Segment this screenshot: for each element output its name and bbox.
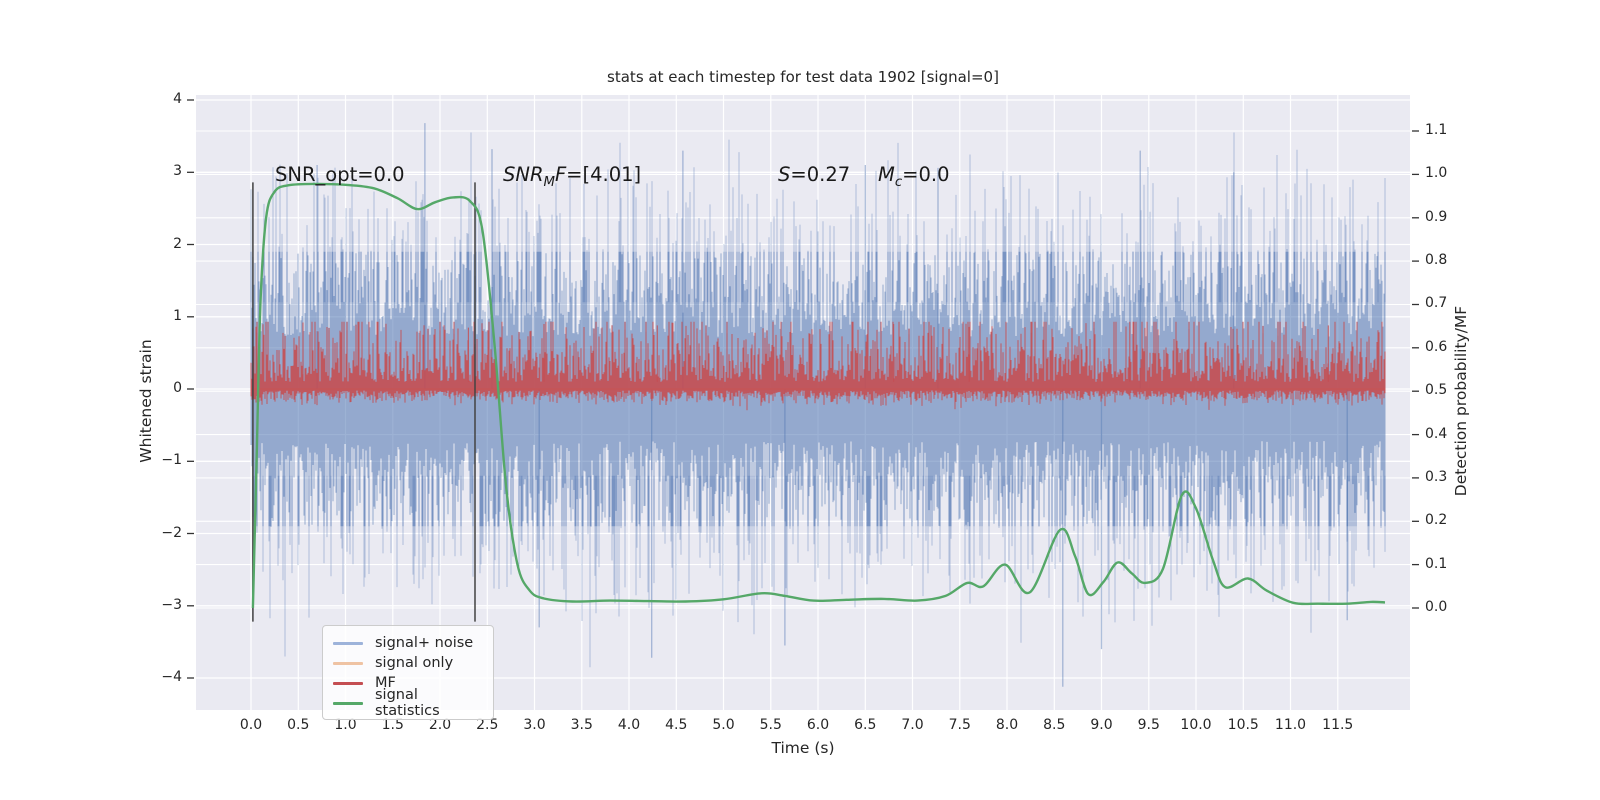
y-left-axis-label: Whitened strain <box>137 339 155 463</box>
y-right-tick-label: 0.4 <box>1425 425 1448 442</box>
signal-statistics-line <box>251 182 1386 609</box>
y-right-tick-label: 0.6 <box>1425 338 1448 355</box>
signal-noise-swatch <box>333 641 363 645</box>
legend: signal+ noise signal only MF signal stat… <box>322 625 494 720</box>
y-left-tick-label: −1 <box>161 452 182 469</box>
y-left-tick-label: −3 <box>161 596 182 613</box>
y-left-tick-label: 1 <box>173 307 182 324</box>
x-tick-label: 10.5 <box>1227 717 1259 733</box>
y-right-tick-label: 0.9 <box>1425 208 1448 225</box>
x-axis-label: Time (s) <box>771 739 835 757</box>
x-tick-label: 0.0 <box>239 717 263 733</box>
signal-statistics-swatch <box>333 701 363 705</box>
legend-item-mf: MF <box>333 673 483 693</box>
annotation-snr-opt: SNR_opt=0.0 <box>275 163 405 186</box>
x-tick-label: 3.5 <box>570 717 593 733</box>
x-tick-label: 5.5 <box>759 717 782 733</box>
x-tick-label: 4.0 <box>617 717 641 733</box>
legend-label: signal only <box>375 655 454 671</box>
y-right-tick-label: 0.0 <box>1425 599 1448 615</box>
x-tick-label: 2.0 <box>428 717 452 733</box>
x-tick-label: 10.0 <box>1180 717 1212 733</box>
mf-series <box>250 321 1386 411</box>
y-right-tick-label: 0.3 <box>1425 468 1448 485</box>
y-left-tick-label: −4 <box>161 669 182 685</box>
window-marker-vlines <box>252 182 476 622</box>
y-left-tick-label: 3 <box>173 163 182 180</box>
y-right-tick-label: 0.8 <box>1425 252 1448 269</box>
signal-only-swatch <box>333 661 363 665</box>
legend-item-signal-statistics: signal statistics <box>333 687 483 719</box>
x-tick-label: 11.5 <box>1322 717 1354 733</box>
chart-title: stats at each timestep for test data 190… <box>607 68 999 86</box>
legend-item-signal-noise: signal+ noise <box>333 633 483 653</box>
y-left-tick-label: 0 <box>173 380 182 396</box>
legend-label: signal+ noise <box>375 635 474 651</box>
x-tick-label: 7.0 <box>901 717 924 733</box>
mf-swatch <box>333 681 363 685</box>
y-right-tick-label: 1.0 <box>1425 165 1448 182</box>
annotation-m-c: Mc=0.0 <box>878 163 950 190</box>
y-left-tick-label: 2 <box>173 235 182 252</box>
x-tick-label: 5.0 <box>712 717 735 733</box>
x-tick-label: 7.5 <box>948 717 971 733</box>
legend-label: MF <box>375 675 396 691</box>
x-tick-label: 6.0 <box>806 717 830 733</box>
x-tick-label: 9.5 <box>1137 717 1160 733</box>
x-tick-label: 8.5 <box>1043 717 1066 733</box>
x-tick-label: 3.0 <box>523 717 546 733</box>
legend-item-signal-only: signal only <box>333 653 483 673</box>
tick-marks <box>187 99 1419 679</box>
x-tick-label: 1.5 <box>381 717 404 733</box>
x-tick-label: 11.0 <box>1274 717 1307 733</box>
x-tick-label: 0.5 <box>287 717 310 733</box>
annotation-snr-mf: SNRMF=[4.01] <box>503 163 642 190</box>
annotation-s-stat: S=0.27 <box>778 163 851 186</box>
y-right-tick-label: 0.5 <box>1425 382 1448 399</box>
y-right-tick-label: 1.1 <box>1425 122 1448 139</box>
y-left-tick-label: 4 <box>173 91 182 107</box>
y-right-tick-label: 0.2 <box>1425 512 1448 529</box>
y-left-tick-label: −2 <box>161 524 182 541</box>
y-right-tick-label: 0.7 <box>1425 295 1448 312</box>
y-right-tick-label: 0.1 <box>1425 555 1448 572</box>
legend-label: signal statistics <box>375 687 440 719</box>
x-tick-label: 9.0 <box>1090 717 1113 733</box>
x-tick-label: 4.5 <box>665 717 688 733</box>
x-tick-label: 6.5 <box>854 717 877 733</box>
x-tick-label: 1.0 <box>334 717 357 733</box>
y-right-axis-label: Detection probability/MF <box>1452 305 1470 497</box>
x-tick-label: 8.0 <box>995 717 1019 733</box>
x-tick-label: 2.5 <box>476 717 499 733</box>
